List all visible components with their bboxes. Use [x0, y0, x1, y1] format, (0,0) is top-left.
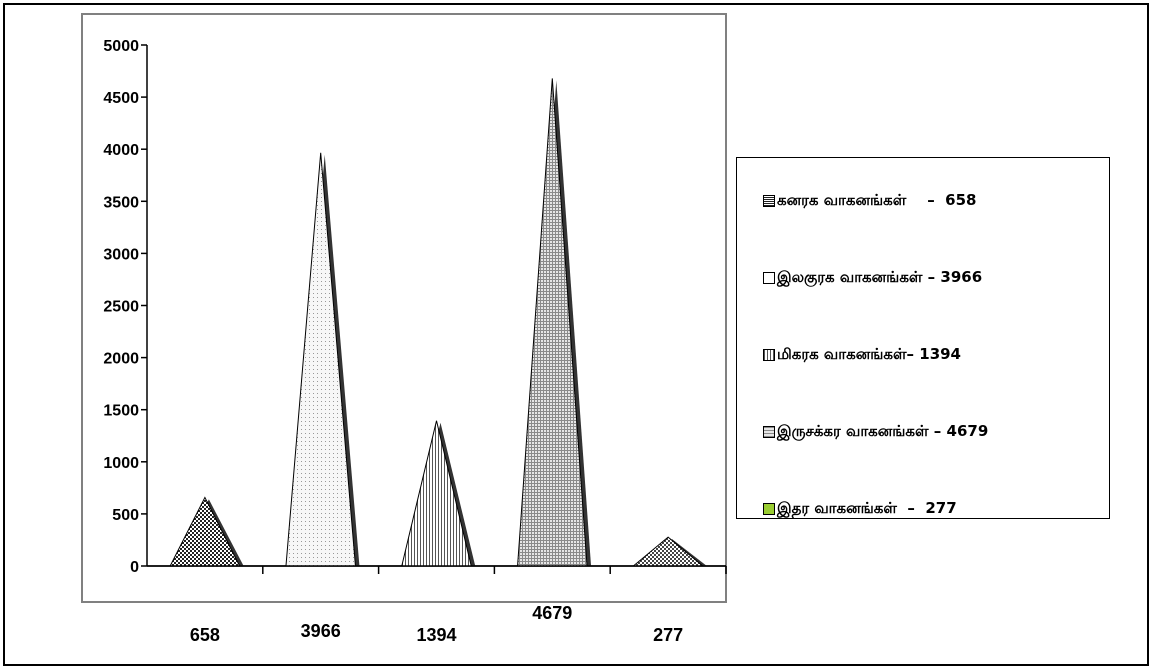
peak-3	[401, 420, 472, 567]
peak-1	[169, 496, 241, 567]
peak-2	[285, 152, 356, 567]
legend-label: இதர வாகனங்கள் – 277	[777, 499, 957, 517]
peak-4	[517, 78, 588, 567]
y-tick-label: 2500	[103, 299, 139, 316]
x-category-label: 277	[653, 625, 683, 645]
legend-item: இதர வாகனங்கள் – 277	[763, 498, 957, 520]
y-tick-label: 1000	[103, 455, 139, 472]
y-tick-label: 500	[112, 507, 139, 524]
x-category-label: 3966	[301, 621, 341, 641]
y-tick-label: 4500	[103, 90, 139, 107]
legend-item: இலகுரக வாகனங்கள் – 3966	[763, 267, 982, 289]
legend-swatch	[763, 503, 775, 515]
legend-label: இருசக்கர வாகனங்கள் – 4679	[777, 422, 989, 440]
y-axis: 0 500 1000 1500 2000 2500 3000 3500 4000 4500 5000	[103, 38, 148, 576]
y-tick-label: 3000	[103, 246, 139, 263]
y-tick-label: 3500	[103, 194, 139, 211]
legend-label: மிகரக வாகனங்கள்– 1394	[777, 345, 961, 363]
x-category-label: 4679	[532, 603, 572, 623]
y-tick-label: 2000	[103, 351, 139, 368]
y-tick-label: 5000	[103, 38, 139, 55]
legend-item: மிகரக வாகனங்கள்– 1394	[763, 344, 961, 366]
x-category-label: 658	[190, 625, 220, 645]
legend-swatch	[763, 349, 775, 361]
y-tick-label: 4000	[103, 142, 139, 159]
legend-label: இலகுரக வாகனங்கள் – 3966	[777, 268, 983, 286]
legend-swatch	[763, 426, 775, 438]
peak-5	[631, 536, 705, 567]
peaks	[147, 78, 726, 567]
legend-item: கனரக வாகனங்கள் – 658	[763, 190, 976, 212]
legend-swatch	[763, 195, 775, 207]
plot-area-border	[81, 13, 727, 603]
x-axis	[147, 565, 727, 574]
legend-label: கனரக வாகனங்கள் – 658	[777, 191, 977, 209]
legend: கனரக வாகனங்கள் – 658 இலகுரக வாகனங்கள் – 3…	[736, 157, 1110, 519]
category-labels: 658 3966 1394 4679 277	[190, 603, 683, 645]
legend-swatch	[763, 272, 775, 284]
legend-item: இருசக்கர வாகனங்கள் – 4679	[763, 421, 988, 443]
y-tick-label: 1500	[103, 403, 139, 420]
y-tick-label: 0	[130, 559, 139, 576]
x-category-label: 1394	[416, 625, 456, 645]
